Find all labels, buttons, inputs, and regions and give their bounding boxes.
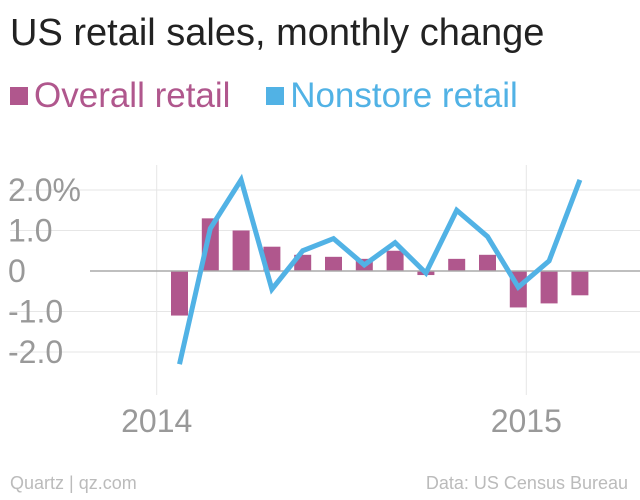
data-source: Data: US Census Bureau [425,473,628,493]
line-nonstore-retail [177,173,583,365]
bar-overall-retail [232,230,250,271]
source-credit: Quartz | qz.com [10,473,137,493]
x-tick-label: 2015 [491,403,562,439]
bar-overall-retail [571,271,589,296]
y-tick-label: -1.0 [8,294,63,330]
grid-lines [10,165,640,395]
legend-swatch-overall-retail [10,87,28,105]
legend-item-nonstore-retail: Nonstore retail [266,76,518,116]
bar-overall-retail [386,250,404,271]
bar-overall-retail [479,254,496,271]
legend: Overall retail Nonstore retail [10,76,544,116]
bar-series-overall-retail [171,218,589,316]
legend-swatch-nonstore-retail [266,87,285,105]
x-axis-ticks: 2014 2015 [121,403,562,439]
line-series-nonstore-retail [177,173,583,365]
legend-label-overall-retail: Overall retail [34,76,231,115]
legend-label-nonstore-retail: Nonstore retail [290,76,518,115]
chart-plot: 2.0% 1.0 0 -1.0 -2.0 2014 2015 [8,165,640,439]
y-axis-ticks: 2.0% 1.0 0 -1.0 -2.0 [8,172,81,370]
y-tick-label: 2.0% [8,172,81,208]
y-tick-label: -2.0 [8,334,63,370]
bar-overall-retail [448,258,466,271]
x-tick-label: 2014 [121,403,192,439]
y-tick-label: 0 [8,253,26,289]
legend-item-overall-retail: Overall retail [10,76,230,116]
bar-overall-retail [171,271,188,316]
chart-title: US retail sales, monthly change [10,12,545,54]
bar-overall-retail [325,256,342,271]
bar-overall-retail [540,271,558,304]
y-tick-label: 1.0 [8,213,52,249]
